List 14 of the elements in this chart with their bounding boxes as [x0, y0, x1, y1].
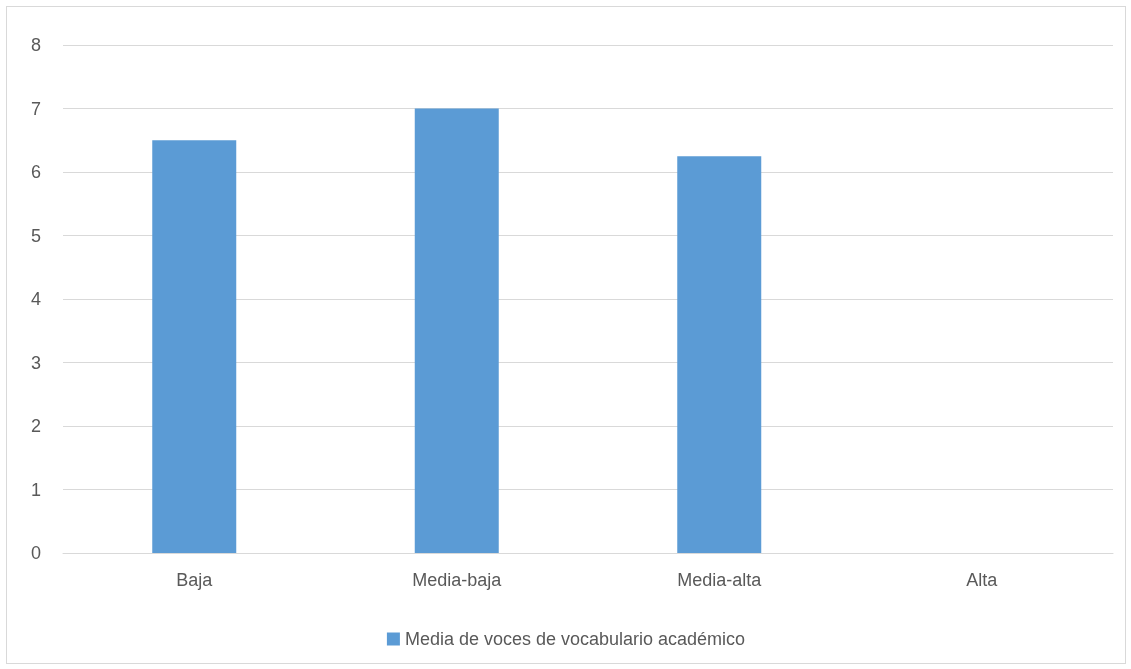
x-tick-label: Baja [176, 570, 214, 590]
y-tick-label: 2 [30, 416, 41, 436]
y-tick-label: 3 [30, 352, 41, 373]
y-tick-label: 8 [30, 35, 41, 55]
y-tick-label: 7 [30, 98, 41, 119]
legend-label: Media de voces de vocabulario académico [404, 629, 746, 649]
y-tick-label: 1 [30, 479, 41, 500]
x-tick-label: Alta [966, 570, 999, 590]
x-tick-label: Media-alta [677, 570, 763, 590]
y-tick-label: 0 [30, 543, 41, 563]
y-tick-label: 4 [30, 289, 41, 309]
y-tick-label: 6 [30, 162, 41, 182]
y-tick-label: 5 [30, 225, 41, 246]
x-tick-label: Media-baja [412, 570, 503, 590]
